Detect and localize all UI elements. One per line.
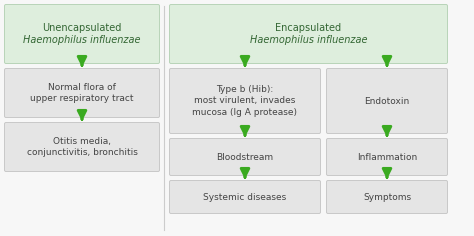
FancyBboxPatch shape: [170, 4, 447, 63]
Text: Unencapsulated: Unencapsulated: [42, 23, 122, 33]
Text: Systemic diseases: Systemic diseases: [203, 193, 287, 202]
FancyBboxPatch shape: [327, 139, 447, 176]
FancyBboxPatch shape: [327, 181, 447, 214]
FancyBboxPatch shape: [327, 68, 447, 134]
Text: mucosa (Ig A protease): mucosa (Ig A protease): [192, 108, 298, 117]
Text: Encapsulated: Encapsulated: [275, 23, 342, 33]
Text: Type b (Hib):: Type b (Hib):: [216, 85, 273, 94]
FancyBboxPatch shape: [170, 68, 320, 134]
Text: conjunctivitis, bronchitis: conjunctivitis, bronchitis: [27, 148, 137, 157]
Text: Normal flora of: Normal flora of: [48, 83, 116, 92]
Text: Otitis media,: Otitis media,: [53, 137, 111, 146]
FancyBboxPatch shape: [170, 181, 320, 214]
Text: Haemophilus influenzae: Haemophilus influenzae: [250, 35, 367, 45]
FancyBboxPatch shape: [170, 139, 320, 176]
FancyBboxPatch shape: [4, 4, 159, 63]
FancyBboxPatch shape: [4, 122, 159, 172]
Text: Symptoms: Symptoms: [363, 193, 411, 202]
Text: Inflammation: Inflammation: [357, 152, 417, 161]
Text: Bloodstream: Bloodstream: [217, 152, 273, 161]
FancyBboxPatch shape: [4, 68, 159, 118]
Text: Haemophilus influenzae: Haemophilus influenzae: [23, 35, 141, 45]
Text: upper respiratory tract: upper respiratory tract: [30, 94, 134, 103]
Text: Endotoxin: Endotoxin: [365, 97, 410, 105]
Text: most virulent, invades: most virulent, invades: [194, 97, 296, 105]
